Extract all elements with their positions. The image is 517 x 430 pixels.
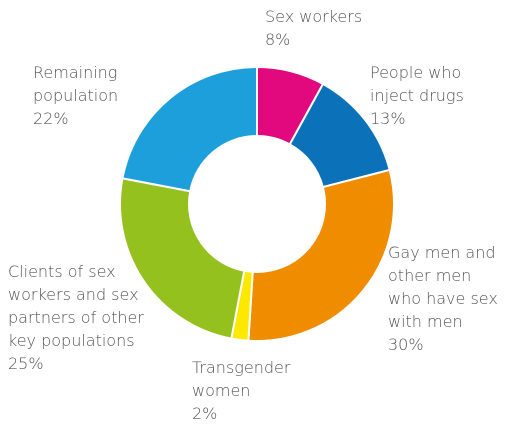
value-label: 30% xyxy=(388,335,424,354)
slice-label: Remaining xyxy=(33,63,117,82)
slice-label: Transgender xyxy=(192,358,291,377)
slice-label: key populations xyxy=(8,331,135,350)
slice-label: other men xyxy=(388,266,471,285)
slice-label: who have sex xyxy=(388,289,498,308)
value-label: 25% xyxy=(8,354,44,373)
slice-label: population xyxy=(33,86,118,105)
donut-slice xyxy=(247,168,395,342)
donut-slice xyxy=(119,177,246,340)
slice-label: Gay men and xyxy=(388,243,496,262)
value-label: 2% xyxy=(192,404,217,423)
slice-label: workers and sex xyxy=(8,285,139,304)
donut-slice xyxy=(121,65,258,193)
value-label: 22% xyxy=(33,109,69,128)
slice-label: Sex workers xyxy=(265,7,362,26)
value-label: 13% xyxy=(370,109,406,128)
slice-label: women xyxy=(192,381,250,400)
slice-label: Clients of sex xyxy=(8,262,116,281)
slice-label: People who xyxy=(370,63,461,82)
slice-label: partners of other xyxy=(8,308,144,327)
slice-label: inject drugs xyxy=(370,86,464,105)
slice-label: with men xyxy=(388,312,463,331)
value-label: 8% xyxy=(265,30,290,49)
